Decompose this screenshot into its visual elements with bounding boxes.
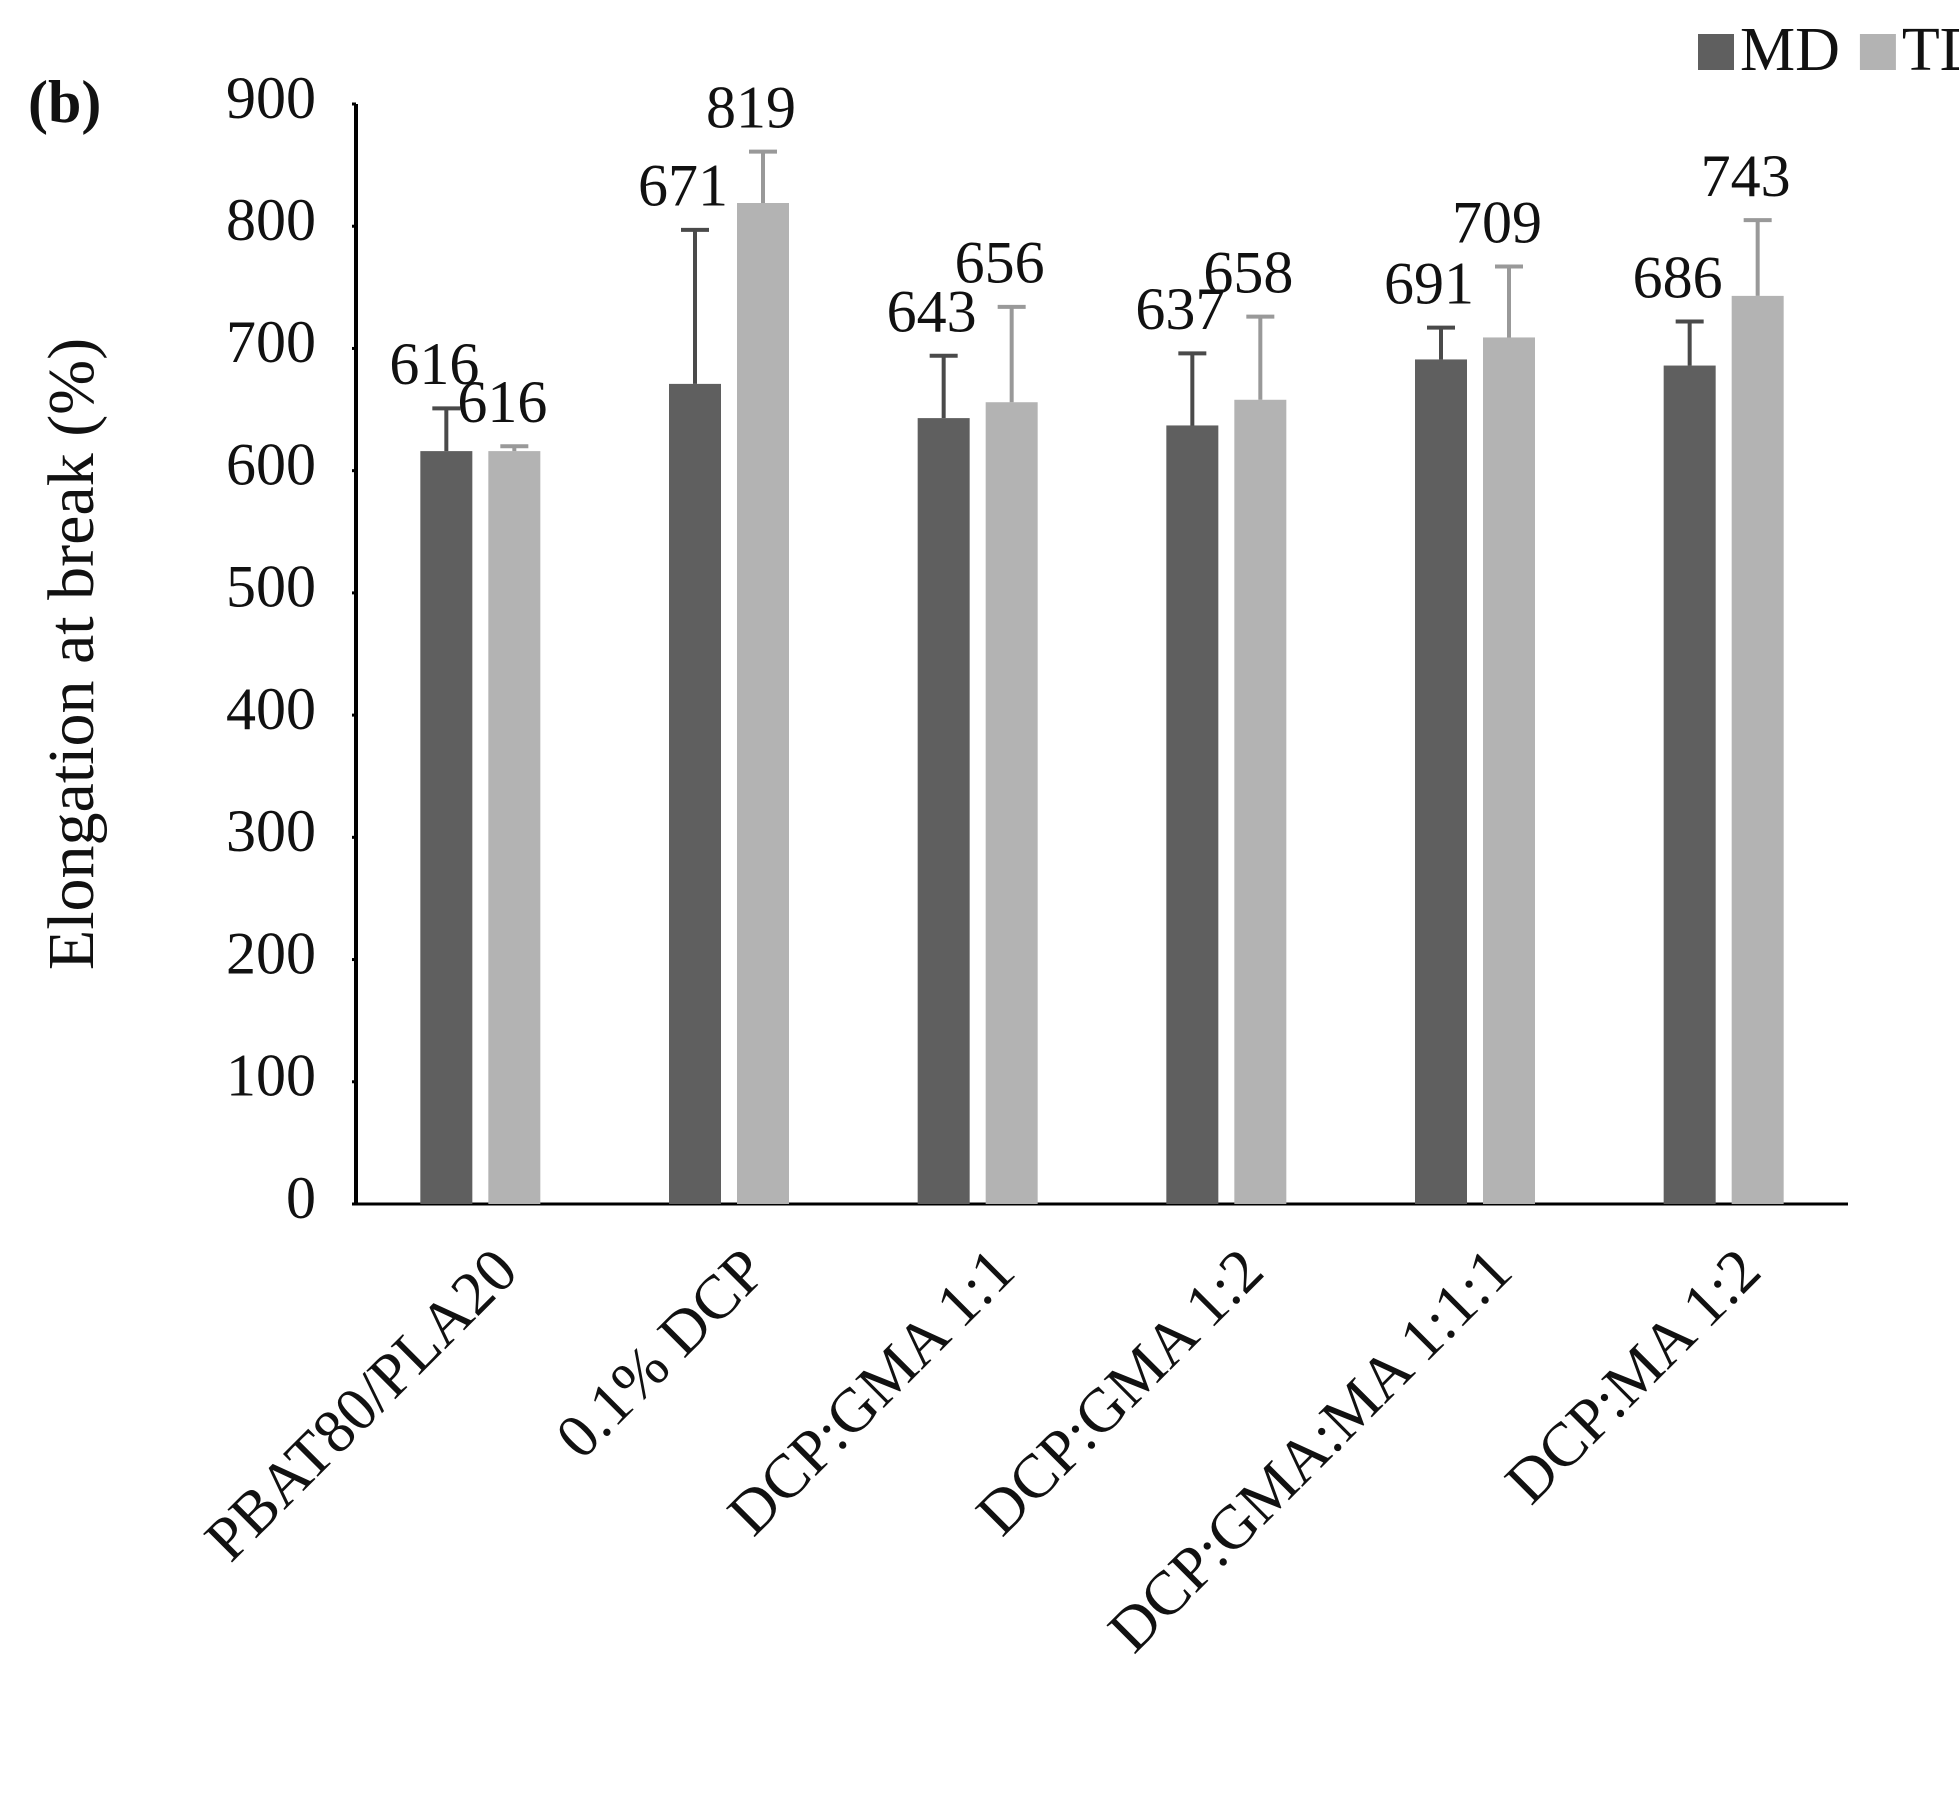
y-tick-label: 600 [226, 431, 316, 497]
bar [985, 402, 1038, 1204]
data-label: 691 [1384, 250, 1474, 316]
data-label: 658 [1203, 239, 1293, 305]
y-tick-label: 100 [226, 1043, 316, 1109]
y-tick-label: 500 [226, 554, 316, 620]
data-label: 819 [706, 74, 796, 140]
bar [737, 203, 789, 1204]
bar [1415, 359, 1467, 1204]
data-label: 656 [955, 230, 1045, 296]
legend-label: TD [1902, 16, 1959, 84]
bar [1234, 399, 1287, 1204]
y-axis-title: Elongation at break (%) [35, 338, 108, 970]
bar [488, 451, 541, 1205]
bar [1483, 337, 1535, 1204]
bar [1166, 425, 1219, 1204]
y-tick-label: 800 [226, 187, 316, 253]
y-tick-label: 700 [226, 309, 316, 375]
y-tick-label: 0 [286, 1165, 316, 1231]
y-tick-label: 900 [226, 65, 316, 131]
data-label: 709 [1452, 189, 1542, 255]
data-label: 616 [389, 331, 479, 397]
x-tick-label: PBAT80/PLA20 [192, 1236, 530, 1574]
bar [669, 383, 721, 1204]
data-label: 686 [1633, 244, 1723, 310]
x-tick-label: DCP:MA 1:2 [1493, 1236, 1774, 1517]
data-label: 671 [638, 153, 728, 219]
y-tick-label: 300 [226, 798, 316, 864]
data-label: 637 [1135, 276, 1225, 342]
bar [1663, 365, 1716, 1204]
data-label: 743 [1701, 143, 1791, 209]
bar [917, 418, 970, 1205]
y-tick-label: 200 [226, 920, 316, 986]
bar [420, 451, 473, 1205]
panel-label: (b) [28, 69, 101, 135]
y-tick-label: 400 [226, 676, 316, 742]
legend-swatch [1698, 34, 1734, 70]
data-label: 616 [457, 369, 547, 435]
x-tick-label: 0.1% DCP [543, 1236, 779, 1472]
data-label: 643 [887, 279, 977, 345]
bar [1731, 295, 1784, 1204]
legend-swatch [1859, 34, 1896, 70]
legend-label: MD [1740, 16, 1840, 84]
x-tick-label: DCP:GMA:MA 1:1:1 [1096, 1236, 1525, 1665]
